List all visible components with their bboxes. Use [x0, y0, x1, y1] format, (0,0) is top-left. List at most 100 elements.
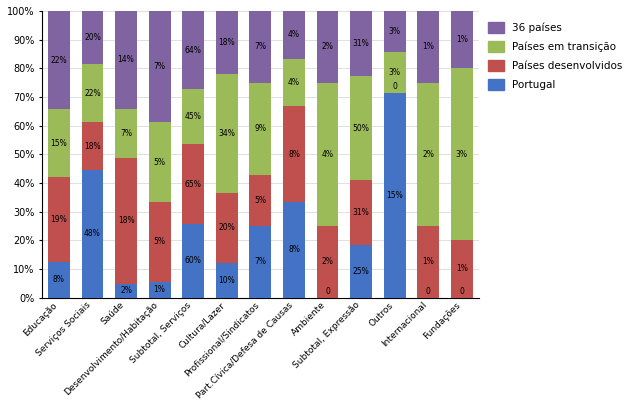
Text: 25%: 25% [353, 267, 369, 276]
Bar [81, 11, 103, 64]
Bar [115, 109, 137, 158]
Bar [48, 262, 70, 298]
Bar [48, 109, 70, 177]
Text: 0: 0 [392, 82, 397, 92]
Bar [417, 83, 439, 226]
Text: 31%: 31% [353, 39, 369, 48]
Text: 2%: 2% [321, 42, 333, 51]
Text: 4%: 4% [288, 78, 300, 87]
Text: 7%: 7% [154, 62, 166, 71]
Bar [283, 202, 305, 298]
Text: 8%: 8% [288, 245, 300, 254]
Text: 50%: 50% [353, 124, 370, 133]
Text: 7%: 7% [255, 42, 266, 51]
Bar [350, 180, 372, 245]
Text: 0: 0 [426, 287, 431, 296]
Bar [81, 64, 103, 123]
Text: 1%: 1% [154, 285, 166, 294]
Bar [182, 144, 204, 224]
Text: 1%: 1% [456, 265, 468, 274]
Text: 3%: 3% [389, 68, 401, 77]
Text: 45%: 45% [185, 112, 202, 121]
Bar [149, 202, 171, 282]
Bar [417, 11, 439, 83]
Bar [249, 226, 272, 298]
Bar [216, 74, 238, 193]
Bar [350, 76, 372, 180]
Bar [451, 240, 472, 298]
Text: 48%: 48% [84, 230, 101, 239]
Text: 14%: 14% [118, 55, 134, 64]
Text: 8%: 8% [53, 275, 65, 284]
Text: 7%: 7% [255, 257, 266, 266]
Bar [249, 83, 272, 175]
Bar [317, 11, 338, 83]
Bar [81, 170, 103, 298]
Bar [115, 158, 137, 284]
Bar [283, 11, 305, 59]
Bar [115, 284, 137, 298]
Text: 60%: 60% [185, 256, 202, 265]
Text: 5%: 5% [154, 237, 166, 246]
Text: 22%: 22% [50, 56, 67, 65]
Text: 18%: 18% [118, 216, 134, 225]
Bar [81, 123, 103, 170]
Bar [182, 90, 204, 144]
Text: 20%: 20% [84, 33, 101, 42]
Text: 1%: 1% [422, 257, 434, 266]
Text: 31%: 31% [353, 208, 369, 217]
Text: 1%: 1% [456, 35, 468, 44]
Bar [149, 123, 171, 202]
Text: 34%: 34% [219, 129, 235, 138]
Text: 3%: 3% [456, 150, 468, 159]
Text: 64%: 64% [185, 46, 202, 55]
Text: 22%: 22% [84, 89, 101, 98]
Text: 8%: 8% [288, 150, 300, 159]
Bar [451, 68, 472, 240]
Bar [317, 226, 338, 298]
Text: 2%: 2% [422, 150, 434, 159]
Bar [149, 11, 171, 123]
Bar [149, 282, 171, 298]
Bar [115, 11, 137, 109]
Bar [283, 107, 305, 202]
Bar [384, 93, 406, 298]
Text: 15%: 15% [50, 138, 67, 148]
Bar [350, 245, 372, 298]
Text: 5%: 5% [154, 158, 166, 167]
Text: 10%: 10% [219, 276, 235, 284]
Bar [384, 11, 406, 52]
Bar [451, 11, 472, 68]
Bar [350, 11, 372, 76]
Bar [384, 52, 406, 93]
Text: 20%: 20% [219, 223, 235, 232]
Bar [48, 11, 70, 109]
Text: 4%: 4% [288, 31, 300, 39]
Text: 18%: 18% [219, 38, 235, 47]
Text: 1%: 1% [422, 42, 434, 51]
Text: 9%: 9% [255, 124, 266, 133]
Bar [216, 193, 238, 263]
Text: 3%: 3% [389, 27, 401, 36]
Text: 7%: 7% [120, 129, 132, 138]
Bar [417, 226, 439, 298]
Text: 4%: 4% [321, 150, 333, 159]
Text: 18%: 18% [84, 142, 101, 151]
Text: 19%: 19% [50, 215, 67, 224]
Text: 2%: 2% [321, 257, 333, 266]
Bar [48, 177, 70, 262]
Text: 2%: 2% [120, 286, 132, 295]
Text: 5%: 5% [255, 196, 266, 205]
Bar [182, 224, 204, 298]
Bar [249, 11, 272, 83]
Text: 0: 0 [459, 287, 464, 296]
Bar [317, 83, 338, 226]
Text: 0: 0 [325, 287, 330, 296]
Bar [216, 263, 238, 298]
Legend: 36 países, Países em transição, Países desenvolvidos, Portugal: 36 países, Países em transição, Países d… [488, 22, 622, 90]
Text: 15%: 15% [386, 191, 403, 200]
Text: 65%: 65% [185, 180, 202, 189]
Bar [249, 175, 272, 226]
Bar [182, 11, 204, 90]
Bar [216, 11, 238, 74]
